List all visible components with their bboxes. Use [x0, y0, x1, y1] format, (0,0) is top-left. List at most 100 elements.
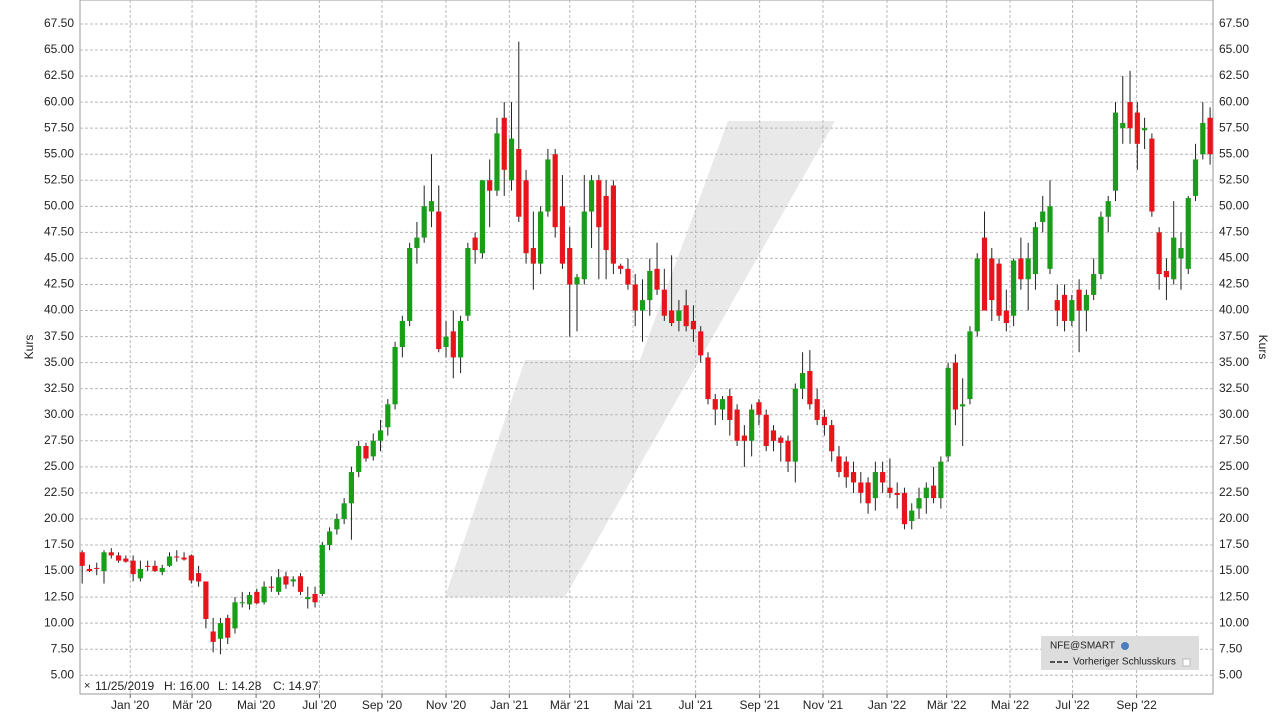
candle-body [465, 248, 471, 316]
y-tick-label: 17.50 [44, 537, 74, 551]
y2-tick-label: 37.50 [1219, 329, 1249, 343]
x-tick-label: Sep '21 [739, 698, 780, 712]
y2-tick-label: 40.00 [1219, 303, 1249, 317]
candle-body [945, 367, 951, 457]
y-tick-label: 42.50 [44, 277, 74, 291]
y2-tick-label: 22.50 [1219, 485, 1249, 499]
y2-tick-label: 62.50 [1219, 68, 1249, 82]
candle-body [494, 133, 500, 191]
candle-body [712, 399, 718, 410]
candle-body [166, 556, 173, 566]
candle-body [952, 362, 959, 410]
candle-body [1083, 294, 1089, 311]
y-tick-label: 40.00 [44, 303, 74, 317]
candle-body [872, 472, 878, 499]
legend-box [1041, 636, 1199, 670]
y-tick-label: 52.50 [44, 172, 74, 186]
y-tick-label: 60.00 [44, 94, 74, 108]
candle-body [1003, 310, 1009, 324]
candle-body [159, 567, 165, 573]
candle-body [305, 597, 311, 600]
candle-body [1192, 159, 1199, 196]
candle-body [821, 416, 828, 426]
y-tick-label: 25.00 [44, 459, 74, 473]
info-high: H: 16.00 [164, 679, 210, 693]
x-tick-label: Mär '20 [172, 698, 212, 712]
candle-body [268, 586, 274, 588]
y-tick-label: 30.00 [44, 407, 74, 421]
candle-body [1178, 248, 1184, 259]
candle-body [829, 425, 835, 452]
candle-body [610, 185, 616, 264]
y2-tick-label: 55.00 [1219, 146, 1249, 160]
x-tick-label: Mär '21 [550, 698, 590, 712]
candle-body [538, 211, 544, 264]
candle-body [901, 492, 908, 525]
candle-body [1207, 117, 1213, 155]
candle-body [334, 518, 340, 530]
candle-body [770, 430, 777, 441]
candle-body [508, 138, 515, 181]
candle-body [392, 347, 398, 405]
candle-body [836, 456, 842, 473]
candle-body [1061, 294, 1068, 321]
candle-body [225, 617, 231, 638]
y-tick-label: 45.00 [44, 251, 74, 265]
candle-body [1047, 206, 1053, 269]
y2-tick-label: 10.00 [1219, 615, 1249, 629]
legend-checkbox[interactable] [1182, 658, 1191, 667]
y2-tick-label: 67.50 [1219, 16, 1249, 30]
candle-body [1149, 138, 1155, 212]
info-close: C: 14.97 [273, 679, 319, 693]
y-tick-label: 67.50 [44, 16, 74, 30]
candle-body [705, 357, 711, 400]
y-tick-label: 12.50 [44, 589, 74, 603]
candle-body [807, 370, 813, 405]
candle-body [618, 265, 624, 269]
candle-body [1025, 258, 1031, 280]
candle-body [698, 331, 704, 356]
candle-body [858, 482, 864, 493]
candle-body [1120, 122, 1126, 129]
y2-tick-label: 27.50 [1219, 433, 1249, 447]
x-tick-label: Nov '21 [803, 698, 844, 712]
candle-body [130, 560, 136, 575]
info-date: 11/25/2019 [95, 679, 154, 693]
candle-body [894, 492, 900, 495]
candle-body [363, 445, 369, 459]
candle-body [152, 565, 158, 572]
x-tick-label: Sep '20 [362, 698, 403, 712]
candle-body [479, 180, 486, 254]
candle-body [1156, 232, 1162, 275]
x-tick-label: Mai '22 [991, 698, 1030, 712]
candle-body [450, 331, 456, 358]
candle-body [639, 300, 646, 311]
y2-tick-label: 35.00 [1219, 355, 1249, 369]
candle-body [923, 487, 929, 499]
y-tick-label: 50.00 [44, 198, 74, 212]
legend-name: NFE@SMART [1050, 641, 1115, 652]
candle-body [887, 487, 893, 493]
y-axis-label: Kurs [22, 335, 36, 360]
candle-body [94, 567, 100, 569]
candle-body [472, 237, 478, 251]
candle-body [232, 602, 238, 629]
legend-reference: Vorheriger Schlusskurs [1073, 657, 1176, 668]
candle-body [196, 573, 202, 582]
candle-body [974, 258, 980, 332]
candle-body [792, 388, 798, 462]
y-tick-label: 47.50 [44, 225, 74, 239]
y2-tick-label: 15.00 [1219, 563, 1249, 577]
x-tick-label: Jan '22 [868, 698, 907, 712]
candle-body [79, 552, 85, 566]
candle-body [603, 195, 609, 251]
y2-tick-label: 30.00 [1219, 407, 1249, 421]
candle-body [850, 472, 857, 483]
candle-body [1032, 227, 1039, 275]
candle-body [661, 289, 667, 316]
candle-body [989, 258, 995, 301]
candle-body [814, 399, 820, 420]
candle-body [785, 440, 791, 462]
x-tick-label: Nov '20 [426, 698, 467, 712]
y-tick-label: 57.50 [44, 120, 74, 134]
